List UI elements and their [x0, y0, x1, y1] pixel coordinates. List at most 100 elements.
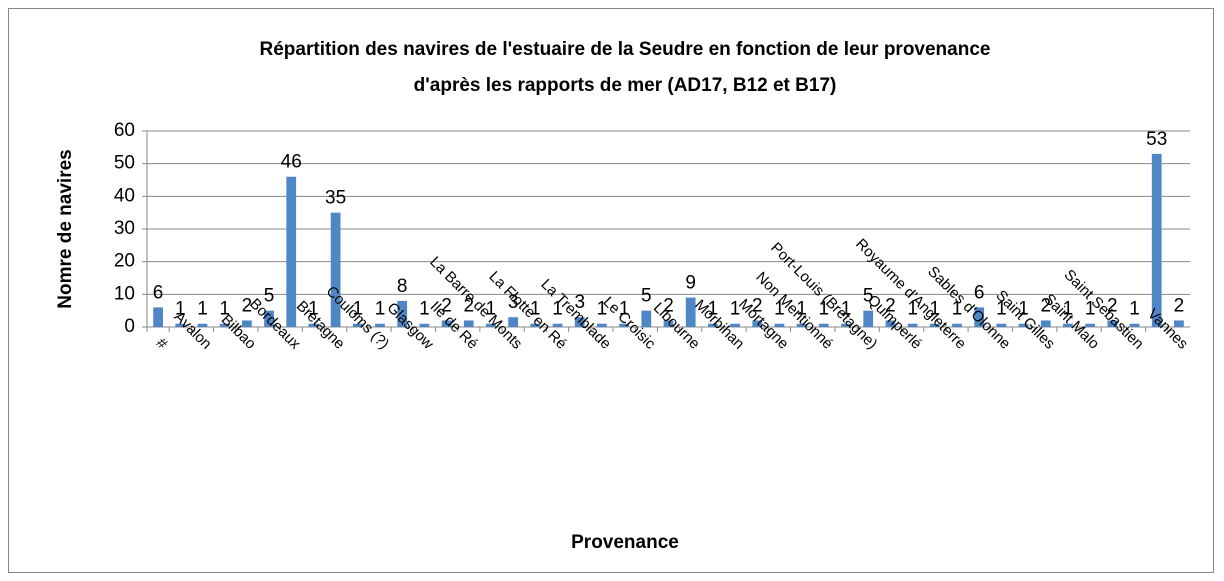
value-label: 9 [685, 273, 696, 294]
value-label: 1 [530, 299, 541, 320]
bar [685, 297, 696, 327]
value-label: 6 [153, 282, 164, 303]
value-label: 46 [281, 152, 302, 173]
bar [241, 320, 252, 327]
bar [397, 300, 408, 327]
value-label: 1 [1063, 299, 1074, 320]
value-label: 2 [752, 295, 763, 316]
chart-title: d'après les rapports de mer (AD17, B12 e… [414, 75, 837, 96]
value-label: 1 [619, 299, 630, 320]
value-label: 5 [641, 286, 652, 307]
bar [597, 323, 607, 327]
bar [375, 323, 385, 327]
bar [486, 323, 496, 327]
value-label: 2 [1040, 295, 1051, 316]
bar [1107, 320, 1118, 327]
value-label: 1 [708, 299, 719, 320]
y-tick-label: 0 [124, 316, 135, 337]
bar [1151, 153, 1162, 327]
bar [419, 323, 430, 327]
bar [730, 323, 740, 327]
value-label: 53 [1146, 129, 1167, 150]
y-tick-label: 60 [114, 120, 135, 141]
value-label: 5 [863, 286, 874, 307]
bar [818, 323, 829, 327]
y-axis-label: Nomre de navires [55, 149, 76, 308]
bar [552, 323, 563, 327]
y-tick-label: 10 [114, 283, 135, 304]
value-label: 2 [885, 295, 896, 316]
bar [175, 323, 186, 327]
value-label: 1 [930, 299, 941, 320]
y-tick-label: 50 [114, 153, 135, 174]
bar [463, 320, 474, 327]
value-label: 1 [1085, 299, 1096, 320]
bar [641, 310, 652, 327]
bar [774, 323, 785, 327]
chart-title: Répartition des navires de l'estuaire de… [260, 39, 991, 60]
bar [619, 323, 629, 327]
bar [153, 307, 163, 327]
value-label: 1 [175, 299, 186, 320]
value-label: 2 [1174, 295, 1185, 316]
bar [929, 323, 940, 327]
value-label: 1 [907, 299, 918, 320]
bar [330, 212, 341, 327]
value-label: 1 [219, 299, 230, 320]
bar [663, 320, 674, 327]
value-label: 1 [486, 299, 497, 320]
bar [885, 320, 896, 327]
value-label: 2 [242, 295, 253, 316]
y-tick-label: 40 [114, 185, 135, 206]
value-label: 1 [197, 299, 208, 320]
value-label: 1 [952, 299, 963, 320]
value-label: 1 [841, 299, 852, 320]
value-label: 1 [774, 299, 785, 320]
bar [1129, 323, 1140, 327]
value-label: 1 [1129, 299, 1140, 320]
value-label: 1 [353, 299, 364, 320]
value-label: 2 [441, 295, 452, 316]
value-label: 1 [796, 299, 807, 320]
value-label: 3 [508, 292, 519, 313]
value-label: 1 [819, 299, 830, 320]
bar [264, 310, 274, 327]
value-label: 1 [730, 299, 741, 320]
value-label: 3 [574, 292, 585, 313]
bar [752, 320, 763, 327]
bar [841, 323, 851, 327]
value-label: 1 [552, 299, 563, 320]
bar [907, 323, 918, 327]
chart-border [8, 8, 1214, 573]
value-label: 2 [663, 295, 674, 316]
bar [286, 176, 297, 327]
value-label: 1 [308, 299, 319, 320]
bar [708, 323, 718, 327]
bar [1018, 323, 1029, 327]
bar [974, 307, 985, 327]
value-label: 6 [974, 282, 985, 303]
value-label: 1 [1018, 299, 1029, 320]
bar [996, 323, 1007, 327]
bar [1085, 323, 1096, 327]
bar [1040, 320, 1051, 327]
bar [441, 320, 452, 327]
bar [308, 323, 319, 327]
bar [574, 317, 585, 327]
y-tick-label: 30 [114, 218, 135, 239]
bar [952, 323, 962, 327]
bar [530, 323, 541, 327]
value-label: 8 [397, 276, 408, 297]
bar [197, 323, 208, 327]
bar [219, 323, 230, 327]
y-tick-label: 20 [114, 251, 135, 272]
bar [352, 323, 363, 327]
value-label: 2 [1107, 295, 1118, 316]
x-axis-label: Provenance [571, 532, 679, 553]
value-label: 2 [463, 295, 474, 316]
value-label: 1 [419, 299, 430, 320]
value-label: 35 [325, 188, 346, 209]
bar [1174, 320, 1184, 327]
bar [863, 310, 874, 327]
